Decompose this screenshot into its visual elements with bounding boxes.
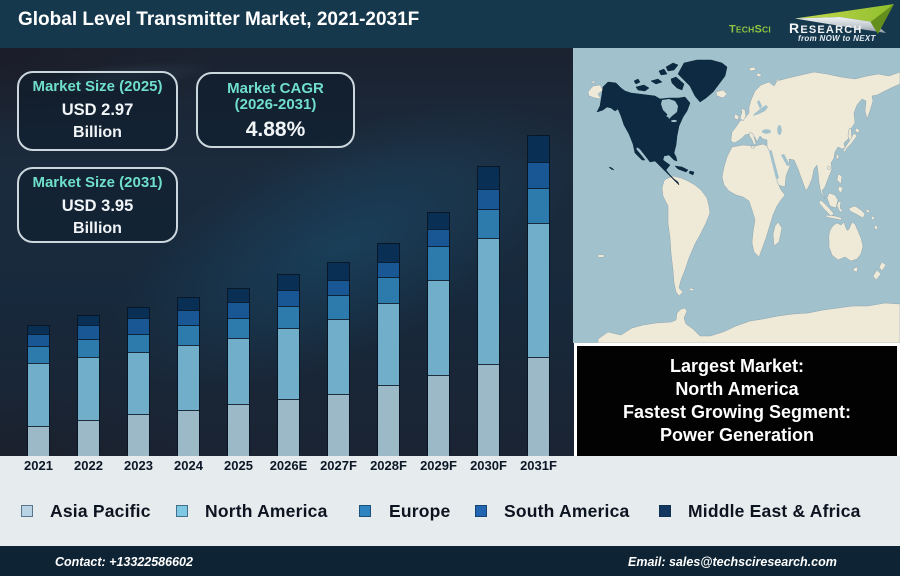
svg-text:RESEARCH: RESEARCH: [789, 20, 863, 36]
svg-text:from NOW to NEXT: from NOW to NEXT: [798, 34, 876, 43]
svg-text:TECHSCI: TECHSCI: [729, 24, 771, 36]
